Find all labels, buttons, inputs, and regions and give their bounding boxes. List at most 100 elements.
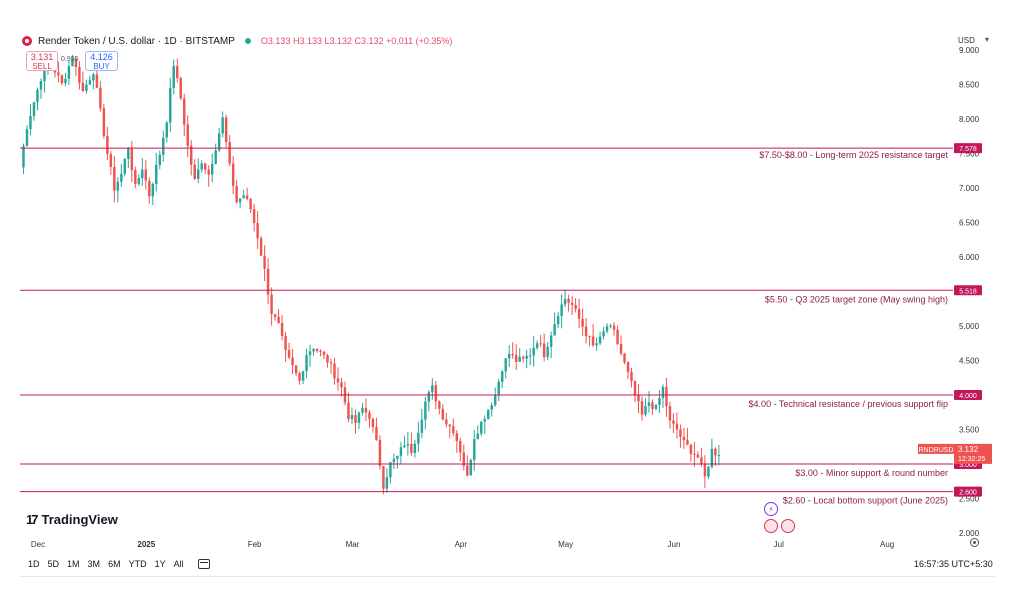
candle-body[interactable] bbox=[682, 436, 686, 441]
candle-body[interactable] bbox=[382, 465, 385, 489]
candle-body[interactable] bbox=[259, 238, 263, 256]
candle-body[interactable] bbox=[511, 354, 514, 356]
candle-body[interactable] bbox=[675, 423, 679, 430]
candle-body[interactable] bbox=[144, 169, 148, 181]
candle-body[interactable] bbox=[539, 343, 542, 345]
candle-body[interactable] bbox=[371, 418, 375, 428]
candle-body[interactable] bbox=[127, 148, 130, 159]
chevron-down-icon[interactable]: ▾ bbox=[985, 35, 990, 44]
candle-body[interactable] bbox=[158, 154, 161, 166]
candle-body[interactable] bbox=[256, 223, 259, 239]
candle-body[interactable] bbox=[322, 352, 326, 356]
candle-body[interactable] bbox=[623, 353, 626, 363]
candle-body[interactable] bbox=[113, 166, 116, 191]
candle-body[interactable] bbox=[203, 163, 207, 170]
candle-body[interactable] bbox=[501, 371, 504, 382]
candle-body[interactable] bbox=[654, 404, 658, 409]
candle-body[interactable] bbox=[109, 153, 113, 167]
range-3m[interactable]: 3M bbox=[87, 559, 101, 569]
candle-body[interactable] bbox=[354, 415, 357, 423]
candle-body[interactable] bbox=[504, 358, 507, 372]
candle-body[interactable] bbox=[123, 158, 127, 174]
candle-body[interactable] bbox=[368, 412, 371, 419]
candle-body[interactable] bbox=[78, 66, 81, 83]
range-ytd[interactable]: YTD bbox=[128, 559, 147, 569]
candle-body[interactable] bbox=[308, 351, 312, 356]
candle-body[interactable] bbox=[60, 75, 64, 84]
candle-body[interactable] bbox=[490, 405, 493, 410]
candle-body[interactable] bbox=[413, 443, 417, 453]
candle-body[interactable] bbox=[252, 209, 256, 224]
candle-body[interactable] bbox=[553, 324, 556, 336]
range-all[interactable]: All bbox=[173, 559, 184, 569]
candle-body[interactable] bbox=[92, 74, 95, 81]
candle-body[interactable] bbox=[137, 178, 141, 184]
candle-body[interactable] bbox=[347, 402, 350, 420]
candle-body[interactable] bbox=[651, 402, 654, 409]
candle-body[interactable] bbox=[301, 371, 305, 381]
candle-body[interactable] bbox=[291, 357, 294, 366]
candle-body[interactable] bbox=[616, 329, 619, 344]
symbol-title[interactable]: Render Token / U.S. dollar · 1D · BITSTA… bbox=[38, 35, 235, 47]
candle-body[interactable] bbox=[630, 371, 633, 382]
candle-body[interactable] bbox=[102, 108, 106, 136]
candle-body[interactable] bbox=[438, 401, 441, 409]
candle-body[interactable] bbox=[141, 169, 144, 179]
candle-body[interactable] bbox=[385, 477, 389, 489]
calendar-icon[interactable] bbox=[197, 559, 210, 569]
candle-body[interactable] bbox=[336, 378, 340, 383]
candle-body[interactable] bbox=[403, 445, 406, 448]
candle-body[interactable] bbox=[165, 122, 168, 138]
candle-body[interactable] bbox=[574, 304, 577, 309]
candle-body[interactable] bbox=[214, 150, 217, 164]
candle-body[interactable] bbox=[700, 457, 703, 464]
candle-body[interactable] bbox=[329, 362, 333, 364]
candle-body[interactable] bbox=[644, 406, 647, 415]
candle-body[interactable] bbox=[134, 170, 137, 184]
candle-body[interactable] bbox=[560, 304, 563, 317]
candle-body[interactable] bbox=[427, 392, 431, 402]
candle-body[interactable] bbox=[410, 444, 413, 453]
candle-body[interactable] bbox=[176, 65, 179, 78]
reset-view-icon[interactable] bbox=[970, 538, 979, 547]
candle-body[interactable] bbox=[238, 198, 242, 203]
candle-body[interactable] bbox=[120, 173, 123, 182]
candle-body[interactable] bbox=[263, 255, 266, 269]
candle-body[interactable] bbox=[689, 444, 693, 454]
candle-body[interactable] bbox=[581, 318, 584, 327]
candle-body[interactable] bbox=[525, 355, 528, 359]
candle-body[interactable] bbox=[483, 419, 486, 422]
event-flag-icon[interactable] bbox=[781, 519, 795, 533]
range-1y[interactable]: 1Y bbox=[154, 559, 166, 569]
candle-body[interactable] bbox=[717, 455, 721, 457]
candle-body[interactable] bbox=[473, 439, 476, 461]
range-1m[interactable]: 1M bbox=[67, 559, 80, 569]
candle-body[interactable] bbox=[487, 409, 490, 420]
candle-body[interactable] bbox=[190, 145, 193, 165]
candle-body[interactable] bbox=[546, 346, 549, 358]
candle-body[interactable] bbox=[22, 146, 25, 168]
candle-body[interactable] bbox=[375, 427, 378, 441]
candle-body[interactable] bbox=[270, 294, 273, 315]
candle-body[interactable] bbox=[224, 117, 228, 142]
candle-body[interactable] bbox=[249, 198, 252, 210]
candle-body[interactable] bbox=[595, 343, 598, 346]
candle-body[interactable] bbox=[186, 124, 189, 146]
candle-body[interactable] bbox=[532, 347, 535, 356]
range-5d[interactable]: 5D bbox=[47, 559, 60, 569]
candle-body[interactable] bbox=[661, 386, 665, 398]
candle-body[interactable] bbox=[162, 137, 165, 155]
candle-body[interactable] bbox=[710, 448, 714, 467]
candle-body[interactable] bbox=[148, 180, 151, 197]
candle-body[interactable] bbox=[99, 87, 102, 109]
candle-body[interactable] bbox=[39, 81, 43, 90]
candle-body[interactable] bbox=[64, 78, 67, 84]
candle-body[interactable] bbox=[151, 183, 155, 197]
candle-body[interactable] bbox=[399, 447, 403, 456]
buy-button[interactable]: 4.126 BUY bbox=[85, 51, 118, 71]
candle-body[interactable] bbox=[210, 163, 214, 175]
candle-body[interactable] bbox=[696, 454, 700, 458]
candle-body[interactable] bbox=[424, 401, 427, 420]
candle-body[interactable] bbox=[319, 351, 322, 353]
candle-body[interactable] bbox=[333, 363, 336, 379]
